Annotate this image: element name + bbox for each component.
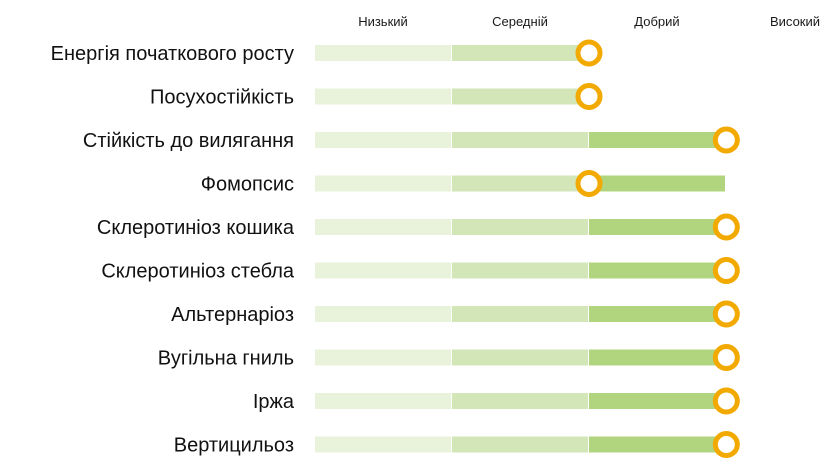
rating-bar-segment (589, 175, 725, 192)
trait-label: Вугільна гниль (158, 348, 294, 370)
rating-bar-segment (589, 262, 725, 279)
rating-bar-segment (315, 393, 451, 409)
score-marker (575, 83, 603, 110)
rating-bar-segment (589, 393, 725, 409)
score-marker (712, 344, 740, 371)
scale-level-label: Добрий (634, 14, 679, 29)
trait-label: Альтернаріоз (171, 304, 294, 326)
rating-bar-segment (452, 132, 588, 148)
trait-row: Стійкість до вилягання (83, 126, 740, 154)
rating-bar-segment (315, 306, 451, 322)
trait-row: Вертицильоз (174, 431, 740, 458)
scale-level-label: Низький (358, 14, 408, 29)
trait-label: Склеротиніоз стебла (101, 261, 295, 283)
trait-label: Посухостійкість (150, 87, 294, 109)
rating-bar-segment (315, 436, 451, 453)
rating-bar-segment (315, 175, 451, 192)
rating-bar-segment (452, 306, 588, 322)
score-marker (575, 170, 603, 197)
trait-label: Енергія початкового росту (51, 43, 294, 65)
rating-bar-segment (315, 45, 451, 61)
trait-label: Іржа (253, 391, 295, 413)
rating-bar-segment (452, 88, 588, 105)
rating-bar-segment (315, 88, 451, 105)
rating-bar-segment (452, 45, 588, 61)
rating-bar-segment (452, 219, 588, 235)
rating-bar-segment (589, 349, 725, 366)
trait-row: Іржа (253, 387, 740, 415)
score-marker (712, 300, 740, 328)
trait-rows: Енергія початкового росту Посухостійкість… (51, 39, 740, 458)
scale-level-labels: Низький Середній Добрий Високий (358, 14, 820, 29)
trait-label: Фомопсис (201, 174, 294, 196)
rating-bar-segment (589, 132, 725, 148)
rating-bar-segment (589, 219, 725, 235)
rating-bar-segment (452, 436, 588, 453)
trait-row: Енергія початкового росту (51, 39, 603, 67)
score-marker (712, 126, 740, 154)
rating-bar-segment (452, 393, 588, 409)
rating-bar-segment (589, 436, 725, 453)
rating-bar-segment (589, 306, 725, 322)
score-marker (712, 387, 740, 415)
score-marker (575, 39, 603, 67)
score-marker (712, 213, 740, 241)
trait-label: Вертицильоз (174, 435, 294, 457)
trait-label: Стійкість до вилягання (83, 130, 294, 152)
score-marker (712, 431, 740, 458)
rating-bar-segment (315, 219, 451, 235)
score-marker (712, 257, 740, 284)
rating-bar-segment (315, 349, 451, 366)
trait-label: Склеротиніоз кошика (97, 217, 295, 239)
rating-bar-segment (452, 175, 588, 192)
rating-bar-segment (452, 262, 588, 279)
trait-row: Фомопсис (201, 170, 725, 197)
rating-bar-segment (452, 349, 588, 366)
trait-row: Склеротиніоз стебла (101, 257, 740, 284)
trait-row: Вугільна гниль (158, 344, 740, 371)
scale-level-label: Середній (492, 14, 548, 29)
trait-row: Посухостійкість (150, 83, 603, 110)
rating-bar-segment (315, 132, 451, 148)
rating-bar-segment (315, 262, 451, 279)
trait-row: Склеротиніоз кошика (97, 213, 740, 241)
scale-level-label: Високий (770, 14, 820, 29)
trait-row: Альтернаріоз (171, 300, 740, 328)
